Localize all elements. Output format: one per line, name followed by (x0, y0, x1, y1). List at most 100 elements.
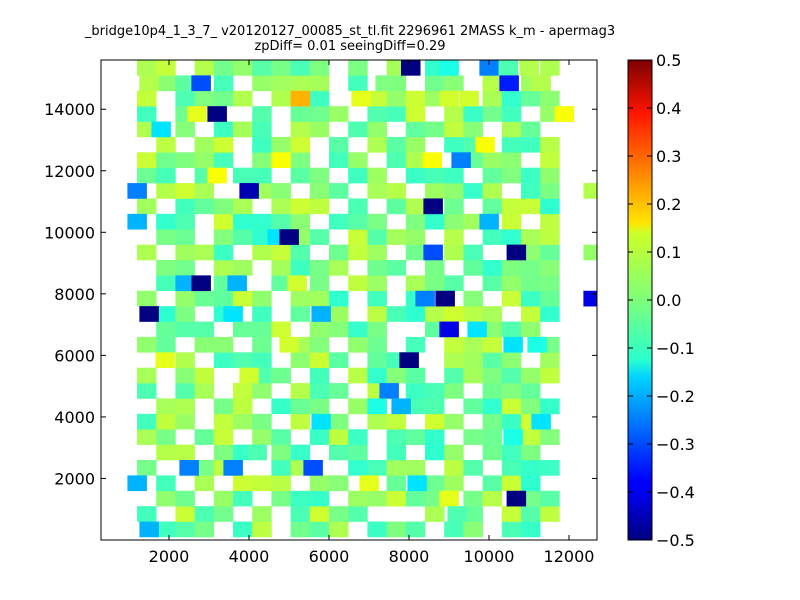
heatmap-cell (194, 460, 215, 476)
heatmap-cell (213, 152, 234, 168)
heatmap-cell (290, 490, 311, 507)
heatmap-cell (309, 383, 330, 399)
heatmap-cell (521, 167, 541, 184)
heatmap-cell (156, 475, 176, 492)
heatmap-cell (348, 60, 368, 76)
colorbar: −0.5 −0.4 −0.3 −0.2 −0.1 0.0 0.1 0.2 0.3 0.4 0.5 (627, 51, 695, 550)
heatmap-cell (309, 336, 330, 353)
heatmap-cell (175, 60, 195, 61)
heatmap-cell (407, 475, 427, 492)
heatmap-cell (213, 413, 234, 430)
heatmap-cell (463, 460, 483, 476)
heatmap-cell (137, 460, 157, 476)
heatmap-cell (425, 121, 445, 138)
heatmap-cell (311, 306, 331, 322)
heatmap-cell (252, 60, 272, 61)
heatmap-cell (137, 60, 157, 61)
x-tick-label: 10000 (464, 547, 515, 566)
heatmap-cell (444, 475, 464, 492)
y-tick-label: 12000 (44, 162, 95, 181)
heatmap-cell (425, 383, 445, 399)
x-axis: 2000 4000 6000 8000 10000 12000 (149, 60, 594, 566)
heatmap-cell (309, 167, 330, 184)
heatmap-cell (290, 106, 311, 122)
heatmap-cell (309, 275, 330, 292)
heatmap-cell (415, 290, 435, 307)
heatmap-cell (401, 60, 421, 76)
heatmap-cell (175, 383, 195, 399)
heatmap-cell (482, 60, 503, 61)
heatmap-cell (386, 460, 407, 476)
heatmap-cell (482, 75, 503, 92)
heatmap-cell (247, 444, 267, 461)
heatmap-cell (467, 321, 487, 338)
heatmap-cell (519, 60, 539, 76)
heatmap-cell (252, 136, 272, 153)
heatmap-cell (405, 213, 426, 230)
heatmap-cell (213, 121, 234, 138)
heatmap-cell (521, 60, 541, 61)
heatmap-cell (583, 244, 597, 261)
heatmap-cell (329, 183, 349, 199)
heatmap-cell (540, 136, 560, 153)
x-tick-label: 6000 (309, 547, 350, 566)
heatmap-cell (386, 521, 407, 538)
heatmap-cell (386, 229, 407, 245)
x-tick-label: 2000 (149, 547, 190, 566)
heatmap-cell (425, 75, 445, 92)
heatmap-cell (540, 460, 560, 476)
heatmap-cell (425, 475, 445, 492)
heatmap-cell (213, 75, 234, 92)
heatmap-cell (137, 290, 157, 307)
heatmap-cell (252, 352, 272, 368)
heatmap-cell (252, 506, 272, 522)
heatmap-cell (439, 490, 459, 507)
heatmap-cell (213, 244, 234, 261)
heatmap-cell (405, 275, 426, 292)
heatmap-cell (463, 290, 483, 307)
heatmap-cell (252, 152, 272, 168)
heatmap-cell (309, 183, 330, 199)
heatmap-cell (233, 260, 253, 276)
heatmap-cell (479, 213, 499, 230)
heatmap-cell (309, 198, 330, 215)
heatmap-cell (463, 336, 483, 353)
heatmap-cell (290, 60, 311, 61)
heatmap-cell (405, 429, 426, 445)
heatmap-cell (348, 60, 368, 61)
heatmap-cell (482, 167, 503, 184)
heatmap-cell (425, 260, 445, 276)
heatmap-cell (521, 383, 541, 399)
heatmap-cell (501, 213, 522, 230)
heatmap-cell (405, 121, 426, 138)
heatmap-cell (271, 367, 291, 384)
heatmap-cell (405, 198, 426, 215)
heatmap-cell (213, 90, 234, 107)
heatmap-cell (137, 506, 157, 522)
heatmap-cell (501, 290, 522, 307)
heatmap-cell (187, 106, 207, 122)
heatmap-cell (309, 60, 330, 61)
heatmap-cell (194, 198, 215, 215)
heatmap-cell (386, 413, 407, 430)
heatmap-cell (252, 521, 272, 538)
heatmap-cell (463, 213, 483, 230)
heatmap-cell (213, 444, 234, 461)
heatmap-cell (252, 167, 272, 184)
heatmap-cell (423, 244, 443, 261)
heatmap-cell (271, 490, 291, 507)
heatmap-cell (233, 398, 253, 415)
heatmap-cell (482, 90, 503, 107)
colorbar-tick-label: 0.3 (656, 147, 681, 166)
heatmap-cell (405, 60, 426, 61)
heatmap-cell (501, 398, 522, 415)
heatmap-cell (463, 106, 483, 122)
heatmap-cell (233, 229, 253, 245)
heatmap-cell (213, 506, 234, 522)
heatmap-cell (351, 90, 371, 107)
heatmap-cell (156, 398, 176, 415)
heatmap-cell (309, 290, 330, 307)
heatmap-cell (501, 90, 522, 107)
heatmap-cell (521, 198, 541, 215)
